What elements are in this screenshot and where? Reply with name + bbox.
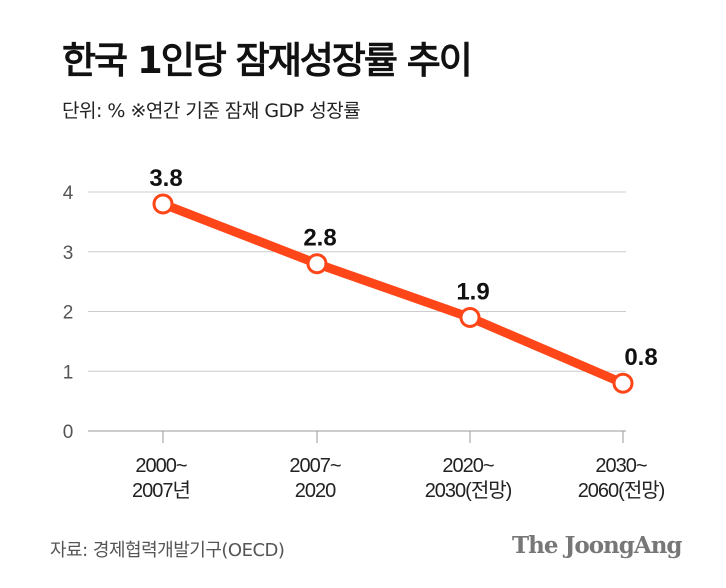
y-tick-label: 4 <box>63 183 74 204</box>
x-tick-label: 2030(전망) <box>425 479 512 502</box>
data-point <box>306 253 328 275</box>
x-tick-label: 2020 <box>295 480 336 502</box>
y-tick-label: 0 <box>63 422 74 443</box>
publisher-logo: The JoongAng <box>512 532 682 559</box>
y-tick-label: 3 <box>63 243 74 264</box>
data-point <box>459 306 481 328</box>
y-tick-label: 1 <box>63 362 74 383</box>
x-tick-label: 2007년 <box>132 479 190 502</box>
chart-subtitle: 단위: % ※연간 기준 잠재 GDP 성장률 <box>62 100 361 122</box>
source-note: 자료: 경제협력개발기구(OECD) <box>50 540 285 561</box>
x-tick-label: 2030~ <box>595 455 646 477</box>
data-point <box>152 193 174 215</box>
x-tick-label: 2000~ <box>135 455 186 477</box>
x-tick-label: 2060(전망) <box>578 479 665 502</box>
x-tick-label: 2007~ <box>289 455 340 477</box>
data-label: 3.8 <box>149 165 182 192</box>
y-tick-label: 2 <box>63 303 74 324</box>
chart-title: 한국 1인당 잠재성장률 추이 <box>62 39 473 82</box>
data-label: 1.9 <box>456 278 489 305</box>
data-label: 2.8 <box>303 225 336 252</box>
data-point <box>612 372 634 394</box>
data-label: 0.8 <box>624 344 657 371</box>
series-line <box>158 199 628 388</box>
x-tick-label: 2020~ <box>442 455 493 477</box>
